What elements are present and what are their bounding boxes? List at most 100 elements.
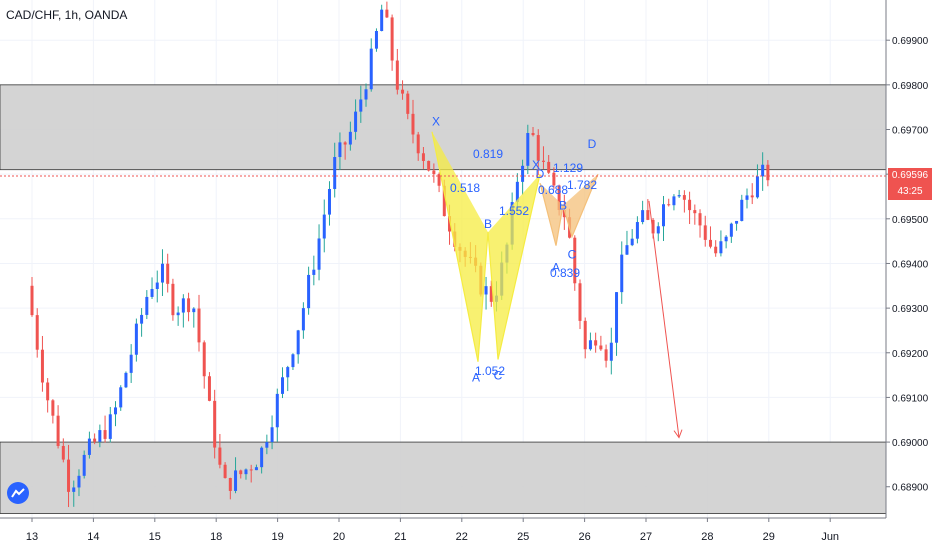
candle-body: [667, 204, 671, 206]
price-tick-label: 0.68900: [892, 483, 929, 494]
candle-body: [61, 445, 65, 460]
time-tick-label: 13: [26, 531, 38, 543]
candle-body: [77, 475, 81, 488]
candle-body: [719, 241, 723, 254]
candle-body: [187, 298, 191, 313]
pattern-triangle-xab: [432, 131, 488, 362]
candle-body: [244, 469, 248, 475]
candle-body: [724, 236, 728, 242]
time-tick-label: Jun: [821, 531, 839, 543]
pattern-ratio-label: 0.688: [538, 183, 568, 197]
candle-body: [484, 286, 488, 295]
candle-body: [646, 210, 650, 220]
candle-body: [761, 164, 765, 177]
candle-body: [526, 133, 530, 166]
candle-body: [197, 308, 201, 343]
candle-body: [620, 254, 624, 293]
pattern-ratio-label: 0.819: [473, 147, 503, 161]
time-tick-label: 19: [271, 531, 283, 543]
candle-body: [98, 430, 102, 442]
candle-body: [327, 188, 331, 215]
candle-body: [207, 376, 211, 401]
candle-body: [218, 447, 222, 465]
candle-body: [322, 214, 326, 239]
candle-body: [124, 372, 128, 388]
pattern-triangle-xab: [540, 183, 563, 246]
candle-body: [437, 174, 441, 186]
candle-body: [46, 382, 50, 401]
pattern-triangle-bcd: [563, 174, 598, 237]
candle-body: [354, 111, 358, 132]
candle-body: [536, 135, 540, 161]
candle-body: [239, 470, 243, 475]
candle-body: [557, 185, 561, 211]
candle-body: [181, 298, 185, 313]
candle-body: [609, 342, 613, 361]
candle-body: [693, 210, 697, 214]
candle-body: [625, 245, 629, 255]
candle-body: [145, 296, 149, 315]
pattern-point-label: B: [484, 217, 492, 231]
candle-body: [380, 9, 384, 31]
candle-body: [672, 196, 676, 206]
candle-body: [108, 414, 112, 439]
candle-body: [688, 199, 692, 211]
candle-body: [359, 99, 363, 112]
candle-body: [708, 239, 712, 247]
candle-body: [651, 219, 655, 234]
time-tick-label: 27: [640, 531, 652, 543]
candle-body: [296, 330, 300, 355]
projection-arrow-line: [648, 200, 680, 438]
candle-body: [583, 320, 587, 350]
candle-body: [333, 157, 337, 189]
candle-body: [317, 238, 321, 270]
candle-body: [348, 131, 352, 145]
pattern-ratio-label: 0.839: [550, 266, 580, 280]
candle-body: [192, 308, 196, 313]
candle-body: [682, 195, 686, 200]
candle-body: [67, 459, 71, 492]
time-tick-label: 22: [456, 531, 468, 543]
candle-body: [755, 176, 759, 198]
candle-body: [599, 345, 603, 350]
candle-body: [249, 469, 253, 471]
candle-body: [134, 323, 138, 355]
candle-body: [489, 286, 493, 302]
candle-body: [573, 237, 577, 284]
candle-body: [411, 113, 415, 135]
price-tick-label: 0.69200: [892, 349, 929, 360]
pattern-outline: [431, 131, 541, 362]
candle-body: [421, 153, 425, 161]
candle-body: [301, 308, 305, 331]
candle-body: [82, 454, 86, 476]
candle-body: [129, 354, 133, 373]
candle-body: [374, 30, 378, 49]
candle-body: [150, 288, 154, 297]
candle-body: [312, 269, 316, 275]
candle-body: [385, 9, 389, 18]
candle-body: [93, 438, 97, 442]
candle-body: [416, 134, 420, 154]
pattern-outline: [539, 173, 599, 246]
pattern-ratio-label: 1.552: [499, 204, 529, 218]
candle-body: [260, 447, 264, 468]
candle-body: [677, 195, 681, 197]
candle-body: [281, 377, 285, 394]
candle-body: [202, 342, 206, 377]
candle-body: [735, 220, 739, 224]
current-price-tag: 0.69596: [888, 167, 932, 184]
tradingview-logo[interactable]: [7, 482, 29, 504]
time-tick-label: 29: [763, 531, 775, 543]
pattern-point-label: A: [552, 261, 560, 275]
time-tick-label: 14: [87, 531, 99, 543]
time-tick-label: 20: [333, 531, 345, 543]
candle-body: [265, 442, 269, 448]
time-axis: [0, 518, 932, 550]
candle-body: [114, 407, 118, 415]
candle-body: [740, 199, 744, 221]
candle-body: [338, 142, 342, 158]
candle-body: [406, 93, 410, 114]
candle-body: [140, 314, 144, 324]
